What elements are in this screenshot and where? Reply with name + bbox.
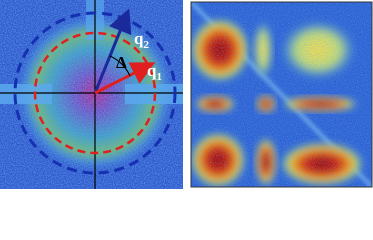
arrow-q2 bbox=[93, 8, 132, 94]
figure: q2 Δ q1 bbox=[0, 0, 373, 189]
angle-arc bbox=[109, 55, 131, 77]
outer-circle bbox=[13, 11, 177, 175]
panel-border bbox=[190, 1, 373, 188]
correlation-map bbox=[191, 2, 372, 187]
label-q1: q1 bbox=[147, 61, 162, 83]
arrow-q1 bbox=[94, 62, 156, 95]
label-text: q bbox=[134, 29, 144, 48]
label-subscript: 1 bbox=[156, 71, 162, 83]
noise bbox=[191, 2, 372, 187]
label-delta: Δ bbox=[116, 53, 127, 72]
inner-circle bbox=[33, 31, 157, 155]
label-text: q bbox=[147, 61, 157, 80]
beam-stop bbox=[0, 84, 52, 104]
label-subscript: 2 bbox=[143, 39, 149, 51]
label-q2: q2 bbox=[134, 29, 149, 51]
page: q2 Δ q1 (() => { const data = JSON.parse… bbox=[0, 0, 373, 189]
scattering-pattern: q2 Δ q1 bbox=[0, 0, 183, 189]
